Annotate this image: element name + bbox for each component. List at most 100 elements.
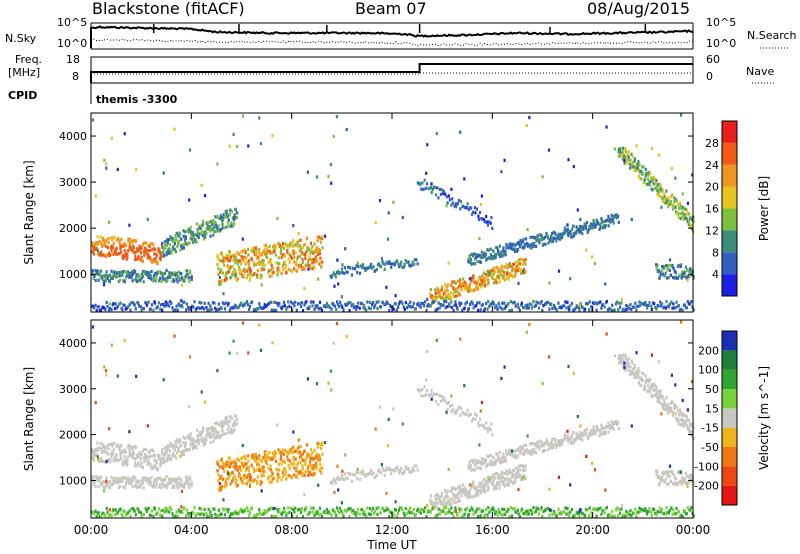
echo-cell bbox=[681, 422, 684, 426]
echo-cell bbox=[261, 252, 264, 256]
echo-cell bbox=[404, 507, 407, 511]
echo-cell bbox=[409, 470, 412, 474]
echo-cell bbox=[273, 450, 276, 454]
echo-cell bbox=[666, 472, 670, 476]
echo-cell bbox=[186, 448, 189, 452]
echo-cell bbox=[540, 300, 543, 304]
echo-cell bbox=[181, 482, 184, 486]
echo-cell bbox=[577, 230, 580, 234]
echo-cell bbox=[397, 305, 400, 309]
echo-cell bbox=[228, 224, 231, 228]
echo-cell bbox=[314, 304, 317, 308]
echo-cell bbox=[308, 264, 311, 268]
echo-cell bbox=[679, 273, 682, 277]
echo-cell bbox=[438, 394, 442, 398]
echo-cell bbox=[524, 450, 527, 454]
echo-cell bbox=[611, 215, 615, 219]
echo-cell bbox=[533, 510, 536, 514]
echo-cell bbox=[450, 305, 453, 309]
echo-cell bbox=[292, 455, 296, 459]
echo-cell bbox=[274, 451, 277, 456]
echo-cell bbox=[671, 265, 674, 269]
echo-cell bbox=[641, 378, 644, 382]
echo-cell bbox=[226, 221, 229, 225]
echo-cell bbox=[313, 242, 316, 246]
echo-cell bbox=[426, 297, 429, 301]
echo-cell bbox=[236, 457, 239, 461]
echo-cell bbox=[665, 300, 668, 304]
echo-cell bbox=[177, 508, 180, 512]
echo-cell bbox=[190, 233, 193, 237]
echo-cell bbox=[216, 225, 219, 229]
echo-cell bbox=[247, 465, 250, 469]
echo-cell bbox=[636, 162, 639, 166]
echo-cell bbox=[525, 306, 528, 310]
echo-cell bbox=[470, 468, 473, 472]
echo-cell bbox=[609, 426, 612, 431]
echo-cell bbox=[381, 260, 384, 264]
echo-cell bbox=[122, 485, 125, 489]
echo-cell bbox=[565, 512, 568, 516]
echo-cell bbox=[591, 255, 594, 259]
echo-cell bbox=[123, 448, 126, 452]
echo-cell bbox=[305, 443, 309, 447]
echo-cell bbox=[336, 258, 339, 262]
echo-cell bbox=[617, 354, 620, 358]
echo-cell bbox=[212, 427, 215, 431]
echo-cell bbox=[661, 269, 664, 273]
echo-cell bbox=[181, 305, 184, 309]
echo-cell bbox=[366, 266, 369, 270]
echo-cell bbox=[556, 236, 559, 241]
echo-cell bbox=[523, 466, 526, 470]
echo-cell bbox=[517, 266, 520, 270]
echo-cell bbox=[202, 234, 205, 238]
echo-cell bbox=[221, 424, 224, 428]
echo-cell bbox=[660, 187, 663, 192]
echo-cell bbox=[131, 485, 134, 489]
echo-cell bbox=[559, 439, 562, 443]
echo-cell bbox=[526, 303, 529, 307]
echo-cell bbox=[616, 422, 619, 426]
echo-cell bbox=[287, 458, 290, 462]
echo-cell bbox=[467, 286, 470, 290]
echo-cell bbox=[439, 306, 442, 310]
echo-cell bbox=[561, 442, 564, 446]
echo-cell bbox=[307, 306, 310, 310]
echo-cell bbox=[687, 418, 691, 422]
echo-cell bbox=[95, 247, 98, 251]
echo-cell bbox=[489, 253, 492, 257]
echo-cell bbox=[110, 455, 113, 459]
echo-cell bbox=[667, 402, 670, 407]
echo-cell bbox=[688, 269, 691, 273]
echo-cell bbox=[477, 278, 480, 282]
echo-cell bbox=[531, 235, 534, 239]
echo-cell bbox=[468, 206, 471, 210]
echo-cell bbox=[132, 452, 135, 456]
echo-cell bbox=[374, 269, 377, 273]
echo-cell bbox=[186, 272, 189, 276]
echo-cell bbox=[202, 440, 205, 444]
echo-cell bbox=[173, 248, 176, 252]
echo-cell bbox=[168, 273, 171, 277]
echo-cell bbox=[303, 303, 306, 307]
echo-cell bbox=[428, 393, 431, 397]
echo-cell bbox=[623, 368, 626, 372]
echo-cell bbox=[419, 181, 422, 186]
echo-cell bbox=[431, 394, 434, 398]
echo-cell bbox=[253, 308, 256, 312]
echo-cell bbox=[245, 260, 249, 264]
echo-cell bbox=[197, 442, 200, 446]
echo-cell bbox=[495, 472, 498, 476]
echo-cell bbox=[472, 460, 475, 464]
echo-cell bbox=[484, 278, 487, 282]
echo-cell bbox=[172, 484, 175, 488]
echo-cell bbox=[369, 262, 373, 266]
echo-cell bbox=[293, 260, 296, 264]
echo-cell bbox=[493, 306, 496, 310]
echo-cell bbox=[352, 306, 356, 310]
echo-cell bbox=[350, 510, 353, 514]
echo-cell bbox=[266, 255, 269, 259]
echo-cell bbox=[181, 276, 184, 280]
echo-cell bbox=[122, 459, 125, 464]
echo-cell bbox=[401, 472, 404, 476]
